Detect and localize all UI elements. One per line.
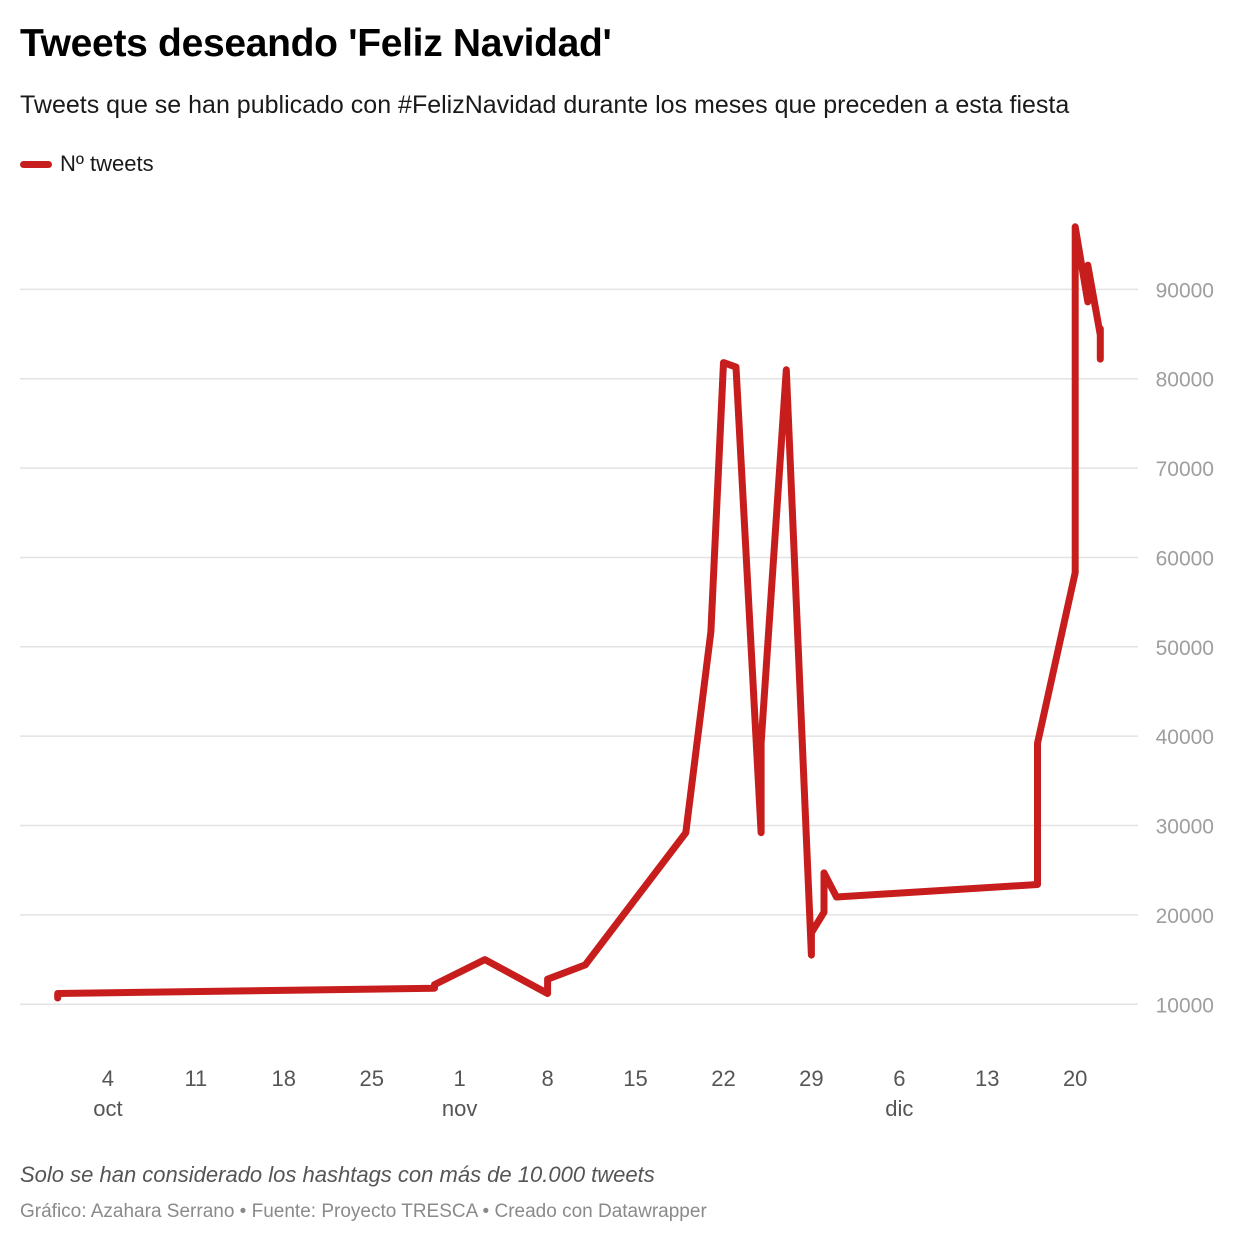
- x-tick-label: 15: [623, 1066, 647, 1091]
- chart-subtitle: Tweets que se han publicado con #FelizNa…: [20, 91, 1070, 119]
- x-tick-label: 6: [893, 1066, 905, 1091]
- x-month-label: oct: [93, 1096, 122, 1121]
- x-tick-label: 11: [184, 1066, 207, 1091]
- x-tick-label: 20: [1063, 1066, 1087, 1091]
- legend-label: Nº tweets: [60, 151, 154, 176]
- chart-note: Solo se han considerado los hashtags con…: [20, 1162, 655, 1187]
- y-tick-label: 80000: [1156, 369, 1214, 392]
- credits: Gráfico: Azahara Serrano • Fuente: Proye…: [20, 1201, 707, 1223]
- credit-separator: •: [234, 1201, 252, 1222]
- y-tick-label: 70000: [1156, 458, 1214, 481]
- x-tick-label: 25: [359, 1066, 383, 1091]
- y-tick-label: 20000: [1156, 905, 1214, 928]
- credit-source: Fuente: Proyecto TRESCA: [251, 1201, 478, 1222]
- x-month-label: nov: [442, 1096, 477, 1121]
- y-tick-label: 40000: [1156, 726, 1214, 749]
- credit-tool: Creado con Datawrapper: [494, 1201, 707, 1222]
- x-tick-label: 29: [799, 1066, 823, 1091]
- x-tick-label: 13: [975, 1066, 999, 1091]
- legend: Nº tweets: [20, 151, 154, 177]
- chart-title: Tweets deseando 'Feliz Navidad': [20, 22, 612, 65]
- x-tick-label: 8: [541, 1066, 553, 1091]
- series-line: [54, 223, 1104, 1002]
- x-month-label: dic: [885, 1096, 913, 1121]
- x-tick-label: 22: [711, 1066, 735, 1091]
- legend-swatch: [20, 160, 52, 168]
- y-tick-label: 50000: [1156, 637, 1214, 660]
- y-tick-label: 10000: [1156, 994, 1214, 1017]
- x-tick-label: 1: [454, 1066, 466, 1091]
- y-tick-label: 30000: [1156, 816, 1214, 839]
- y-tick-label: 90000: [1156, 279, 1214, 302]
- x-tick-label: 4: [102, 1066, 114, 1091]
- credit-separator: •: [477, 1201, 495, 1222]
- credit-chart: Gráfico: Azahara Serrano: [20, 1201, 235, 1222]
- y-tick-label: 60000: [1156, 547, 1214, 570]
- x-tick-label: 18: [272, 1066, 296, 1091]
